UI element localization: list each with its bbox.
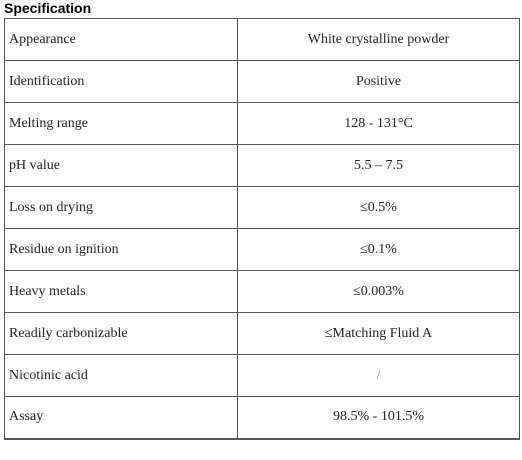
property-cell: Nicotinic acid [4, 354, 238, 397]
spec-table: Appearance White crystalline powder Identi… [4, 18, 520, 440]
table-row: Identification Positive [4, 60, 520, 103]
value-cell: 128 - 131°C [237, 102, 520, 145]
property-cell: Loss on drying [4, 186, 238, 229]
property-cell: Readily carbonizable [4, 312, 238, 355]
table-row: Melting range 128 - 131°C [4, 102, 520, 145]
value-cell: White crystalline powder [237, 18, 520, 61]
value-cell: 5.5 – 7.5 [237, 144, 520, 187]
property-cell: Heavy metals [4, 270, 238, 313]
property-cell: pH value [4, 144, 238, 187]
value-cell: / [237, 354, 520, 397]
value-cell: ≤0.5% [237, 186, 520, 229]
value-cell: ≤0.003% [237, 270, 520, 313]
table-row: Loss on drying ≤0.5% [4, 186, 520, 229]
property-cell: Melting range [4, 102, 238, 145]
property-cell: Identification [4, 60, 238, 103]
table-row: Residue on ignition ≤0.1% [4, 228, 520, 271]
value-cell: 98.5% - 101.5% [237, 396, 520, 440]
table-row: Nicotinic acid / [4, 354, 520, 397]
table-row: Heavy metals ≤0.003% [4, 270, 520, 313]
table-row: Assay 98.5% - 101.5% [4, 396, 520, 440]
table-row: Appearance White crystalline powder [4, 18, 520, 61]
property-cell: Appearance [4, 18, 238, 61]
property-cell: Assay [4, 396, 238, 440]
table-row: pH value 5.5 – 7.5 [4, 144, 520, 187]
table-row: Readily carbonizable ≤Matching Fluid A [4, 312, 520, 355]
value-cell: Positive [237, 60, 520, 103]
property-cell: Residue on ignition [4, 228, 238, 271]
title: Specification [4, 0, 92, 16]
value-cell: ≤Matching Fluid A [237, 312, 520, 355]
value-cell: ≤0.1% [237, 228, 520, 271]
